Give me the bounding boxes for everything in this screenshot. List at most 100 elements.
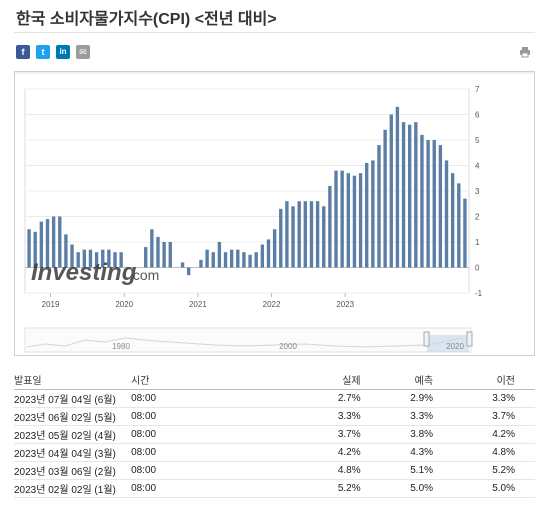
bar[interactable] [322, 206, 326, 268]
bar[interactable] [315, 201, 320, 268]
bar[interactable] [186, 267, 191, 276]
bar[interactable] [27, 229, 31, 268]
chart-container[interactable]: 7 6 5 4 3 2 1 0 -1 2019 2020 2021 2022 2023 Investin… [14, 71, 535, 356]
bar[interactable] [463, 198, 467, 268]
bar[interactable] [266, 239, 271, 268]
mail-icon[interactable]: ✉ [76, 45, 90, 59]
bar[interactable] [180, 262, 185, 268]
bar[interactable] [58, 216, 62, 268]
cell-time: 08:00 [131, 461, 261, 480]
y-tick-label: 7 [475, 85, 480, 94]
bar[interactable] [450, 173, 455, 268]
bar[interactable] [377, 145, 381, 268]
header-previous[interactable]: 이전 [433, 370, 535, 390]
facebook-icon[interactable]: f [16, 45, 30, 59]
bar[interactable] [371, 160, 375, 268]
table-row: 2023년 03월 06일 (2월) 08:00 4.8% 5.1% 5.2% [14, 461, 535, 480]
bar[interactable] [309, 201, 314, 268]
cell-forecast: 5.0% [360, 479, 434, 498]
bar[interactable] [407, 124, 412, 268]
header-date[interactable]: 발표일 [14, 370, 132, 390]
bar[interactable] [156, 236, 160, 268]
header-forecast[interactable]: 예측 [360, 370, 434, 390]
table-header-row: 발표일 시간 실제 예측 이전 [14, 370, 535, 390]
bar[interactable] [119, 252, 123, 268]
bar[interactable] [199, 259, 203, 268]
bar[interactable] [39, 221, 44, 268]
bar[interactable] [328, 185, 332, 268]
bar[interactable] [260, 244, 265, 268]
bar[interactable] [113, 252, 117, 268]
bar[interactable] [432, 140, 436, 268]
bar[interactable] [88, 249, 93, 268]
bar[interactable] [444, 160, 449, 268]
bar[interactable] [358, 173, 363, 268]
page-title: 한국 소비자물가지수(CPI) <전년 대비> [16, 11, 277, 28]
bar[interactable] [51, 216, 56, 268]
navigator-handle-right[interactable] [466, 331, 473, 347]
bar[interactable] [438, 145, 443, 268]
bar[interactable] [285, 201, 289, 268]
y-tick-label: 1 [475, 238, 480, 247]
bar[interactable] [229, 249, 234, 268]
bar[interactable] [334, 170, 338, 268]
header-time[interactable]: 시간 [131, 370, 261, 390]
bar[interactable] [211, 252, 215, 268]
bar[interactable] [291, 206, 295, 268]
cell-actual: 5.2% [260, 479, 361, 498]
bar[interactable] [254, 252, 258, 268]
bar[interactable] [76, 252, 80, 268]
bar[interactable] [426, 140, 430, 268]
y-tick-label: 6 [475, 111, 480, 120]
bar[interactable] [340, 170, 344, 268]
bar[interactable] [389, 114, 393, 268]
cell-forecast: 5.1% [360, 461, 434, 480]
bar[interactable] [365, 162, 369, 268]
bar[interactable] [45, 219, 50, 268]
bar[interactable] [395, 106, 400, 268]
bar[interactable] [346, 173, 350, 268]
bar[interactable] [272, 229, 277, 268]
cell-previous: 4.2% [433, 425, 535, 444]
bar[interactable] [101, 249, 105, 268]
printer-icon[interactable] [519, 46, 531, 58]
bar[interactable] [82, 249, 87, 268]
bar[interactable] [457, 183, 461, 268]
bar[interactable] [217, 242, 222, 268]
navigator-handle-left[interactable] [423, 331, 430, 347]
bar[interactable] [297, 201, 301, 268]
cell-forecast: 3.8% [360, 425, 434, 444]
bar[interactable] [150, 229, 154, 268]
bar[interactable] [33, 231, 37, 268]
navigator-selection[interactable] [427, 335, 469, 352]
cell-previous: 5.2% [433, 461, 535, 480]
bar[interactable] [303, 201, 308, 268]
bar[interactable] [383, 129, 387, 268]
bar[interactable] [107, 249, 111, 268]
bar[interactable] [414, 122, 418, 268]
bar[interactable] [162, 242, 166, 268]
bar[interactable] [144, 247, 148, 268]
bar[interactable] [248, 254, 252, 268]
bar[interactable] [205, 249, 209, 268]
table-row: 2023년 04월 04일 (3월) 08:00 4.2% 4.3% 4.8% [14, 443, 535, 462]
cell-previous: 4.8% [433, 443, 535, 462]
table-row: 2023년 06월 02일 (5월) 08:00 3.3% 3.3% 3.7% [14, 407, 535, 426]
bar[interactable] [352, 175, 357, 268]
bar[interactable] [279, 208, 283, 268]
linkedin-icon[interactable]: in [56, 45, 70, 59]
bar[interactable] [236, 249, 240, 268]
bar[interactable] [168, 242, 172, 268]
bar[interactable] [401, 122, 406, 268]
cpi-bar-chart: 7 6 5 4 3 2 1 0 -1 2019 2020 2021 2022 2023 Investin… [15, 72, 534, 353]
bar[interactable] [242, 252, 246, 268]
range-navigator[interactable] [24, 327, 472, 353]
bar[interactable] [420, 134, 424, 268]
twitter-icon[interactable]: t [36, 45, 50, 59]
bar[interactable] [70, 244, 74, 268]
bar[interactable] [223, 252, 228, 268]
table-row: 2023년 05월 02일 (4월) 08:00 3.7% 3.8% 4.2% [14, 425, 535, 444]
bar[interactable] [94, 252, 99, 268]
header-actual[interactable]: 실제 [260, 370, 361, 390]
bar[interactable] [64, 234, 68, 268]
